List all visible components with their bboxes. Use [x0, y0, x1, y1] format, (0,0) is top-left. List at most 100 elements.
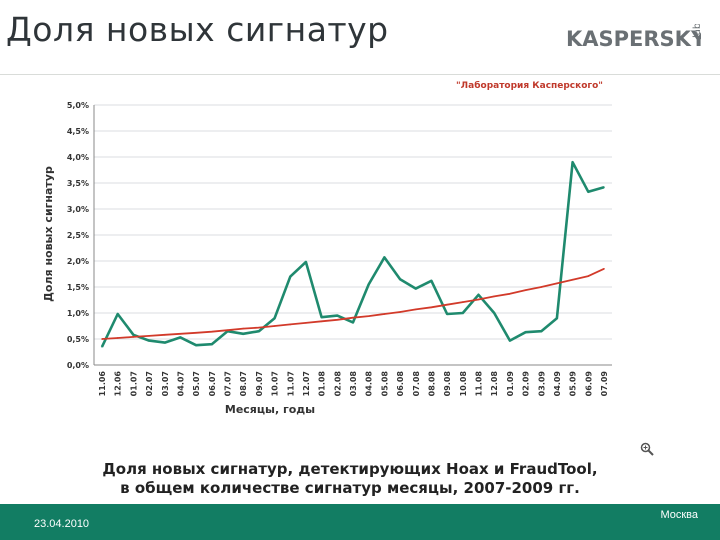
x-tick-label: 12.08: [490, 371, 499, 397]
footer-city: Москва: [660, 509, 698, 521]
source-label: "Лаборатория Касперского": [456, 80, 603, 91]
x-tick-label: 08.08: [427, 371, 436, 397]
x-tick-label: 04.07: [176, 371, 185, 396]
trend-point: [132, 336, 135, 338]
data-point: [163, 341, 166, 344]
title-divider: [0, 74, 720, 75]
y-tick-label: 5,0%: [67, 101, 89, 110]
data-point: [352, 321, 354, 324]
logo-sub: lab: [692, 24, 701, 38]
x-tick-label: 10.07: [271, 371, 280, 396]
trend-point: [336, 318, 339, 321]
trend-point: [352, 316, 354, 319]
trend-point: [414, 308, 417, 311]
trend-point: [477, 298, 480, 301]
trend-point: [179, 333, 182, 335]
x-tick-label: 12.07: [302, 371, 311, 396]
chart-grid: [94, 104, 612, 366]
x-tick-label: 07.07: [224, 371, 233, 396]
trend-point: [556, 282, 558, 285]
data-point: [132, 334, 135, 336]
y-tick-label: 1,0%: [67, 309, 89, 318]
trend-point: [493, 295, 495, 298]
chart-series: [100, 160, 605, 348]
x-tick-label: 11.08: [475, 371, 484, 397]
zoom-icon[interactable]: [640, 442, 654, 456]
trend-point: [587, 275, 590, 277]
data-point: [367, 283, 370, 286]
x-tick-label: 12.06: [114, 371, 123, 397]
x-tick-label: 11.07: [286, 371, 295, 396]
x-tick-label: 01.09: [506, 371, 515, 397]
caption-line-1: Доля новых сигнатур, детектирующих Hoax …: [102, 460, 598, 478]
data-point: [587, 191, 590, 193]
trend-point: [367, 315, 370, 317]
trend-line: [101, 267, 605, 340]
trend-point: [462, 301, 464, 303]
y-axis-title: Доля новых сигнатур: [42, 166, 55, 302]
x-tick-label: 06.09: [584, 371, 593, 397]
data-point: [462, 312, 464, 314]
x-tick-label: 02.09: [522, 371, 531, 397]
trend-point: [148, 335, 150, 337]
footer-bar: 23.04.2010 Москва: [0, 504, 720, 540]
data-point: [540, 330, 543, 332]
x-tick-label: 03.07: [161, 371, 170, 396]
trend-point: [399, 311, 401, 313]
trend-point: [273, 325, 276, 327]
data-point: [289, 275, 292, 278]
trend-point: [242, 327, 244, 330]
logo-text: KASPERSKY: [566, 27, 701, 51]
x-tick-label: 08.07: [239, 371, 248, 396]
y-tick-labels: 0,0% 0,5% 1,0% 1,5% 2,0% 2,5% 3,0% 3,5% 4,0% 4,5%…: [67, 101, 89, 370]
x-axis-title: Месяцы, годы: [225, 403, 315, 416]
trend-point: [289, 323, 292, 326]
trend-point: [305, 322, 307, 324]
chart-caption: Доля новых сигнатур, детектирующих Hoax …: [60, 460, 640, 498]
trend-point: [446, 303, 448, 306]
trend-point: [509, 292, 511, 295]
data-series-line: [100, 160, 605, 348]
data-point: [195, 344, 197, 347]
data-point: [273, 317, 276, 319]
trend-point: [383, 313, 386, 315]
y-tick-label: 1,5%: [67, 283, 89, 292]
x-tick-label: 09.08: [443, 371, 452, 397]
data-point: [603, 186, 605, 188]
data-point: [383, 256, 386, 259]
x-tick-label: 10.08: [459, 371, 468, 397]
data-point: [556, 317, 558, 319]
x-tick-label: 01.08: [318, 371, 327, 397]
trend-point: [603, 268, 605, 270]
kaspersky-logo: KASPERSKY lab: [566, 24, 701, 51]
data-point: [399, 278, 401, 280]
data-point: [148, 339, 150, 342]
x-tick-labels: 11.06 12.06 01.07 02.07 03.07 04.07 05.07 06.07…: [98, 371, 609, 397]
footer-date: 23.04.2010: [34, 518, 90, 530]
x-tick-label: 02.08: [333, 371, 342, 397]
data-point: [320, 316, 323, 318]
x-tick-label: 11.06: [98, 371, 107, 397]
x-tick-label: 01.07: [129, 371, 138, 396]
x-tick-label: 04.09: [553, 371, 562, 397]
x-tick-label: 05.08: [380, 371, 389, 397]
y-tick-label: 0,5%: [67, 335, 89, 344]
data-point: [524, 331, 527, 334]
trend-point: [571, 278, 574, 281]
x-tick-label: 06.07: [208, 371, 217, 396]
data-point: [211, 343, 213, 346]
x-tick-label: 04.08: [365, 371, 374, 397]
data-point: [179, 336, 182, 339]
y-tick-label: 2,5%: [67, 231, 89, 240]
data-point: [430, 279, 433, 282]
data-point: [477, 294, 480, 296]
trend-point: [258, 326, 260, 329]
data-point: [116, 313, 119, 315]
x-tick-label: 09.07: [255, 371, 264, 396]
line-chart: "Лаборатория Касперского" 0,0% 0,5% 1,0% 1,…: [42, 80, 612, 416]
data-point: [493, 312, 495, 314]
x-tick-label: 05.07: [192, 371, 201, 396]
data-point: [305, 261, 307, 263]
x-tick-label: 05.09: [569, 371, 578, 397]
data-point: [101, 346, 103, 348]
